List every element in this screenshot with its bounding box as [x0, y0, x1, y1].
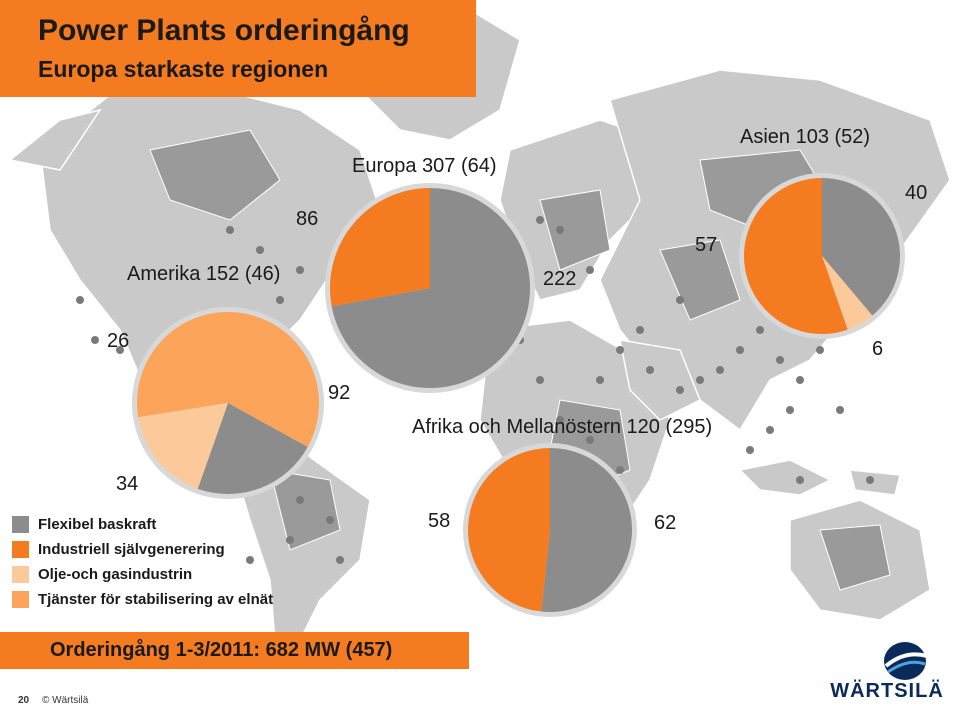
order-intake-summary: Orderingång 1-3/2011: 682 MW (457) — [50, 639, 393, 661]
title-banner: Power Plants orderingång Europa starkast… — [0, 0, 476, 97]
data-label-asien-6: 6 — [872, 338, 884, 360]
data-label-amerika-26: 26 — [107, 330, 130, 352]
legend-swatch — [12, 566, 29, 583]
legend-swatch — [12, 541, 29, 558]
page-number: 20 — [18, 695, 30, 706]
pie-afrika — [463, 443, 637, 617]
data-label-amerika-86: 86 — [296, 208, 319, 230]
legend-label: Flexibel baskraft — [38, 516, 157, 533]
region-title-amerika: Amerika 152 (46) — [127, 263, 281, 285]
legend-swatch — [12, 591, 29, 608]
pie-asien-slice-1 — [822, 256, 873, 330]
pie-amerika-slice-0 — [137, 312, 319, 447]
pie-asien-slice-2 — [743, 177, 848, 335]
chart-legend: Flexibel baskraft Industriell självgener… — [12, 512, 273, 612]
pie-asien-slice-0 — [822, 178, 900, 316]
region-title-europa: Europa 307 (64) — [352, 155, 497, 177]
legend-label: Industriell självgenerering — [38, 541, 225, 558]
pie-europa-slice-1 — [330, 187, 430, 307]
region-title-afrika: Afrika och Mellanöstern 120 (295) — [412, 416, 713, 438]
legend-item-olje-gas: Olje-och gasindustrin — [12, 562, 273, 587]
page-subtitle: Europa starkaste regionen — [38, 56, 329, 82]
data-label-amerika-92: 92 — [328, 382, 351, 404]
pie-afrika-slice-0 — [541, 448, 632, 612]
pie-amerika-slice-2 — [138, 403, 228, 489]
wartsila-logo: WÄRTSILÄ — [828, 640, 946, 704]
legend-label: Olje-och gasindustrin — [38, 566, 193, 583]
plant-location-dots — [76, 216, 874, 564]
legend-item-industriell: Industriell självgenerering — [12, 537, 273, 562]
pie-amerika — [132, 307, 324, 499]
data-label-afrika-62: 62 — [654, 512, 677, 534]
wartsila-logo-icon — [884, 642, 928, 680]
summary-banner: Orderingång 1-3/2011: 682 MW (457) — [0, 632, 469, 669]
data-label-asien-57: 57 — [695, 234, 718, 256]
data-label-afrika-58: 58 — [428, 510, 451, 532]
legend-item-tjanster: Tjänster för stabilisering av elnät — [12, 587, 273, 612]
legend-swatch — [12, 516, 29, 533]
legend-label: Tjänster för stabilisering av elnät — [38, 591, 274, 608]
pie-europa-slice-0 — [331, 188, 531, 388]
data-label-europa-222: 222 — [543, 268, 577, 290]
region-title-asien: Asien 103 (52) — [740, 126, 871, 148]
pie-afrika-slice-1 — [467, 448, 550, 612]
copyright-text: © Wärtsilä — [42, 695, 89, 706]
pie-europa — [325, 183, 535, 393]
pie-amerika-slice-1 — [197, 403, 308, 495]
data-label-amerika-34: 34 — [116, 473, 139, 495]
logo-wordmark: WÄRTSILÄ — [830, 680, 944, 702]
data-label-asien-40: 40 — [905, 182, 928, 204]
page-title: Power Plants orderingång — [38, 14, 410, 47]
legend-item-flexibel: Flexibel baskraft — [12, 512, 273, 537]
pie-asien — [739, 173, 905, 339]
